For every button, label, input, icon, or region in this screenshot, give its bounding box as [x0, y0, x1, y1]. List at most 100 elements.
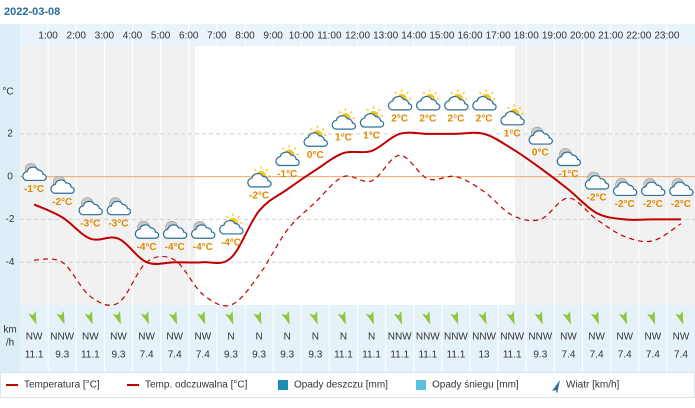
- sun-ray: [406, 91, 409, 95]
- temperature-label: -3°C: [108, 218, 128, 229]
- weather-icon: [303, 125, 328, 147]
- wind-arrow: [675, 310, 684, 325]
- cloud: [331, 115, 357, 130]
- cloud: [78, 200, 103, 216]
- hour-label: 20:00: [570, 31, 595, 42]
- temperature-label: -2°C: [615, 199, 635, 210]
- cloud: [669, 181, 694, 197]
- weather-icon: [275, 144, 300, 167]
- cloud: [191, 224, 216, 239]
- sun-ray: [507, 106, 510, 110]
- hour-label: 1:00: [38, 31, 58, 42]
- legend-box: [0, 372, 695, 398]
- weather-icon: [444, 89, 469, 111]
- hour-label: 8:00: [235, 31, 255, 42]
- weather-icon: [331, 108, 357, 130]
- legend-label: Temp. odczuwalna [°C]: [145, 380, 248, 391]
- wind-direction: NNW: [500, 332, 524, 343]
- temperature-label: -4°C: [221, 238, 241, 249]
- wind-direction: N: [312, 332, 319, 343]
- cloud: [444, 95, 469, 111]
- wind-speed: 7.4: [196, 350, 210, 361]
- wind-speed: 11.1: [334, 350, 353, 361]
- cloud: [387, 95, 413, 111]
- wind-arrow: [84, 310, 93, 325]
- wind-arrow: [618, 310, 628, 325]
- weather-icon: [612, 178, 638, 197]
- sun-ray: [338, 110, 341, 114]
- cloud: [500, 110, 525, 126]
- temperature-label: 0°C: [532, 148, 549, 159]
- wind-speed: 11.1: [81, 350, 100, 361]
- wind-direction: NW: [138, 332, 155, 343]
- sun-ray: [394, 91, 398, 95]
- weather-icon: [78, 197, 103, 216]
- weather-icon: [162, 220, 188, 239]
- legend-wind-icon: [552, 380, 560, 394]
- cloud: [612, 181, 638, 197]
- wind-arrow: [393, 310, 403, 325]
- hour-label: 5:00: [151, 31, 171, 42]
- cloud: [134, 224, 160, 239]
- wind-arrow: [28, 310, 37, 325]
- temperature-label: -4°C: [165, 242, 185, 253]
- wind-speed: 9.3: [224, 350, 238, 361]
- temperature-label: -4°C: [137, 242, 157, 253]
- cloud: [359, 113, 385, 128]
- wind-direction: N: [255, 332, 262, 343]
- hour-label: 9:00: [263, 31, 283, 42]
- wind-arrow: [478, 310, 487, 325]
- weather-icon: [528, 126, 553, 145]
- weather-icon: [50, 175, 75, 194]
- wind-direction: NW: [194, 332, 211, 343]
- wind-speed: 9.3: [533, 350, 547, 361]
- wind-speed: 11.1: [447, 350, 466, 361]
- weather-icon: [22, 163, 47, 182]
- temperature-label: 2°C: [448, 113, 465, 124]
- wind-arrow: [140, 310, 149, 325]
- weather-icon: [219, 213, 244, 235]
- temperature-label: -1°C: [24, 184, 44, 195]
- sun-ray: [462, 91, 466, 95]
- hour-label: 2:00: [67, 31, 87, 42]
- sun-ray: [490, 91, 494, 95]
- cloud: [416, 95, 441, 111]
- wind-arrow: [168, 310, 178, 325]
- wind-direction: NW: [588, 332, 605, 343]
- cloud: [106, 200, 132, 216]
- wind-direction: NNW: [50, 332, 74, 343]
- temperature-label: 2°C: [476, 113, 493, 124]
- wind-speed: 7.4: [140, 350, 154, 361]
- wind-direction: NNW: [472, 332, 496, 343]
- sun-ray: [225, 215, 229, 219]
- wind-arrow: [590, 310, 599, 325]
- wind-arrow: [337, 310, 346, 325]
- temperature-label: -3°C: [80, 218, 100, 229]
- wind-direction: NNW: [528, 332, 552, 343]
- wind-direction: N: [340, 332, 347, 343]
- cloud: [528, 130, 553, 145]
- legend-label: Opady śniegu [mm]: [432, 380, 519, 391]
- hour-label: 21:00: [598, 31, 623, 42]
- weather-icon: [472, 89, 497, 111]
- cloud: [50, 179, 75, 194]
- wind-speed: 11.1: [390, 350, 409, 361]
- weather-icon: [584, 171, 610, 190]
- hour-label: 7:00: [207, 31, 227, 42]
- temperature-label: 2°C: [391, 113, 408, 124]
- hour-label: 11:00: [317, 31, 342, 42]
- wind-direction: NNW: [444, 332, 468, 343]
- sun-ray: [293, 147, 297, 150]
- wind-direction: NW: [82, 332, 99, 343]
- wind-speed: 7.4: [168, 350, 182, 361]
- hour-label: 14:00: [401, 31, 426, 42]
- temperature-label: 0°C: [307, 150, 324, 161]
- temperature-label: 1°C: [335, 133, 352, 144]
- wind-arrow: [647, 310, 656, 325]
- cloud: [584, 175, 610, 190]
- temperature-label: -1°C: [558, 169, 578, 180]
- wind-direction: NW: [616, 332, 633, 343]
- weather-icon: [359, 106, 385, 128]
- wind-arrow: [506, 310, 515, 325]
